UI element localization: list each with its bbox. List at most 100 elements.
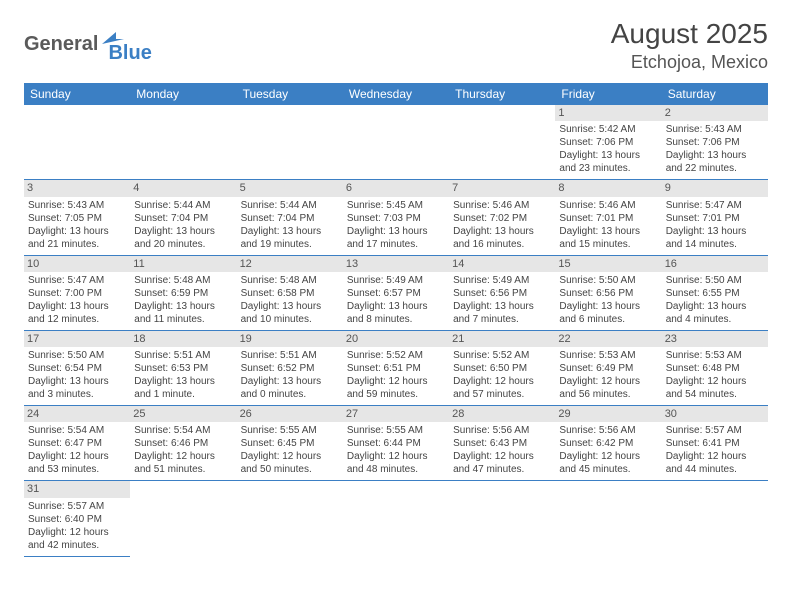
day-number: 4 [130,180,236,196]
sunrise-text: Sunrise: 5:55 AM [347,424,445,437]
daylight-text: and 51 minutes. [134,463,232,476]
calendar-day-cell: 19Sunrise: 5:51 AMSunset: 6:52 PMDayligh… [237,330,343,405]
calendar-day-cell: 21Sunrise: 5:52 AMSunset: 6:50 PMDayligh… [449,330,555,405]
calendar-day-cell: 22Sunrise: 5:53 AMSunset: 6:49 PMDayligh… [555,330,661,405]
daylight-text: Daylight: 13 hours [28,225,126,238]
calendar-day-cell [237,105,343,180]
calendar-day-cell: 9Sunrise: 5:47 AMSunset: 7:01 PMDaylight… [662,180,768,255]
sunset-text: Sunset: 6:43 PM [453,437,551,450]
day-number: 29 [555,406,661,422]
day-number: 2 [662,105,768,121]
calendar-day-cell: 4Sunrise: 5:44 AMSunset: 7:04 PMDaylight… [130,180,236,255]
calendar-week-row: 3Sunrise: 5:43 AMSunset: 7:05 PMDaylight… [24,180,768,255]
weekday-header: Sunday [24,83,130,105]
sunrise-text: Sunrise: 5:56 AM [453,424,551,437]
sunrise-text: Sunrise: 5:43 AM [28,199,126,212]
daylight-text: and 54 minutes. [666,388,764,401]
sunrise-text: Sunrise: 5:57 AM [666,424,764,437]
sunset-text: Sunset: 6:52 PM [241,362,339,375]
calendar-week-row: 24Sunrise: 5:54 AMSunset: 6:47 PMDayligh… [24,406,768,481]
sunset-text: Sunset: 6:59 PM [134,287,232,300]
logo-text-blue: Blue [108,42,151,65]
weekday-header-row: Sunday Monday Tuesday Wednesday Thursday… [24,83,768,105]
calendar-day-cell: 20Sunrise: 5:52 AMSunset: 6:51 PMDayligh… [343,330,449,405]
logo-text-general: General [24,33,98,56]
daylight-text: Daylight: 13 hours [453,300,551,313]
daylight-text: Daylight: 12 hours [666,375,764,388]
sunrise-text: Sunrise: 5:52 AM [453,349,551,362]
daylight-text: Daylight: 12 hours [28,526,126,539]
daylight-text: Daylight: 12 hours [347,450,445,463]
calendar-day-cell: 27 Sunrise: 5:55 AMSunset: 6:44 PMDayligh… [343,406,449,481]
day-number: 21 [449,331,555,347]
daylight-text: Daylight: 12 hours [28,450,126,463]
daylight-text: Daylight: 12 hours [453,375,551,388]
sunset-text: Sunset: 6:58 PM [241,287,339,300]
weekday-header: Tuesday [237,83,343,105]
sunrise-text: Sunrise: 5:48 AM [241,274,339,287]
daylight-text: Daylight: 12 hours [134,450,232,463]
daylight-text: and 19 minutes. [241,238,339,251]
calendar-day-cell: 28 Sunrise: 5:56 AMSunset: 6:43 PMDayligh… [449,406,555,481]
sunset-text: Sunset: 7:05 PM [28,212,126,225]
sunset-text: Sunset: 6:44 PM [347,437,445,450]
sunrise-text: Sunrise: 5:48 AM [134,274,232,287]
calendar-day-cell: 25Sunrise: 5:54 AMSunset: 6:46 PMDayligh… [130,406,236,481]
daylight-text: and 15 minutes. [559,238,657,251]
daylight-text: Daylight: 13 hours [559,149,657,162]
daylight-text: and 45 minutes. [559,463,657,476]
sunrise-text: Sunrise: 5:57 AM [28,500,126,513]
page-title: August 2025 [611,18,768,50]
calendar-day-cell: 24Sunrise: 5:54 AMSunset: 6:47 PMDayligh… [24,406,130,481]
daylight-text: Daylight: 12 hours [559,450,657,463]
daylight-text: and 4 minutes. [666,313,764,326]
sunset-text: Sunset: 6:55 PM [666,287,764,300]
day-number: 28 [449,406,555,422]
location-label: Etchojoa, Mexico [611,52,768,73]
title-block: August 2025 Etchojoa, Mexico [611,18,768,73]
calendar-day-cell: 30Sunrise: 5:57 AMSunset: 6:41 PMDayligh… [662,406,768,481]
calendar-day-cell: 12Sunrise: 5:48 AMSunset: 6:58 PMDayligh… [237,255,343,330]
daylight-text: and 17 minutes. [347,238,445,251]
daylight-text: and 12 minutes. [28,313,126,326]
calendar-table: Sunday Monday Tuesday Wednesday Thursday… [24,83,768,557]
daylight-text: Daylight: 13 hours [134,375,232,388]
calendar-day-cell: 2Sunrise: 5:43 AMSunset: 7:06 PMDaylight… [662,105,768,180]
sunset-text: Sunset: 7:03 PM [347,212,445,225]
sunrise-text: Sunrise: 5:50 AM [28,349,126,362]
sunset-text: Sunset: 6:47 PM [28,437,126,450]
calendar-day-cell: 16Sunrise: 5:50 AMSunset: 6:55 PMDayligh… [662,255,768,330]
sunset-text: Sunset: 6:54 PM [28,362,126,375]
sunrise-text: Sunrise: 5:53 AM [666,349,764,362]
daylight-text: Daylight: 12 hours [453,450,551,463]
sunrise-text: Sunrise: 5:51 AM [241,349,339,362]
sunrise-text: Sunrise: 5:56 AM [559,424,657,437]
sunrise-text: Sunrise: 5:52 AM [347,349,445,362]
daylight-text: and 47 minutes. [453,463,551,476]
day-number: 1 [555,105,661,121]
daylight-text: and 16 minutes. [453,238,551,251]
weekday-header: Wednesday [343,83,449,105]
daylight-text: and 50 minutes. [241,463,339,476]
daylight-text: and 57 minutes. [453,388,551,401]
calendar-week-row: 10Sunrise: 5:47 AMSunset: 7:00 PMDayligh… [24,255,768,330]
daylight-text: and 59 minutes. [347,388,445,401]
daylight-text: and 14 minutes. [666,238,764,251]
day-number: 10 [24,256,130,272]
day-number: 13 [343,256,449,272]
sunset-text: Sunset: 6:49 PM [559,362,657,375]
calendar-day-cell [662,481,768,556]
day-number: 31 [24,481,130,497]
day-number: 16 [662,256,768,272]
day-number: 24 [24,406,130,422]
day-number: 5 [237,180,343,196]
daylight-text: Daylight: 13 hours [241,300,339,313]
daylight-text: and 20 minutes. [134,238,232,251]
daylight-text: Daylight: 13 hours [666,149,764,162]
header: General Blue August 2025 Etchojoa, Mexic… [24,18,768,73]
calendar-day-cell: 29Sunrise: 5:56 AMSunset: 6:42 PMDayligh… [555,406,661,481]
day-number: 27 [343,406,449,422]
sunrise-text: Sunrise: 5:43 AM [666,123,764,136]
daylight-text: Daylight: 13 hours [241,375,339,388]
day-number: 17 [24,331,130,347]
